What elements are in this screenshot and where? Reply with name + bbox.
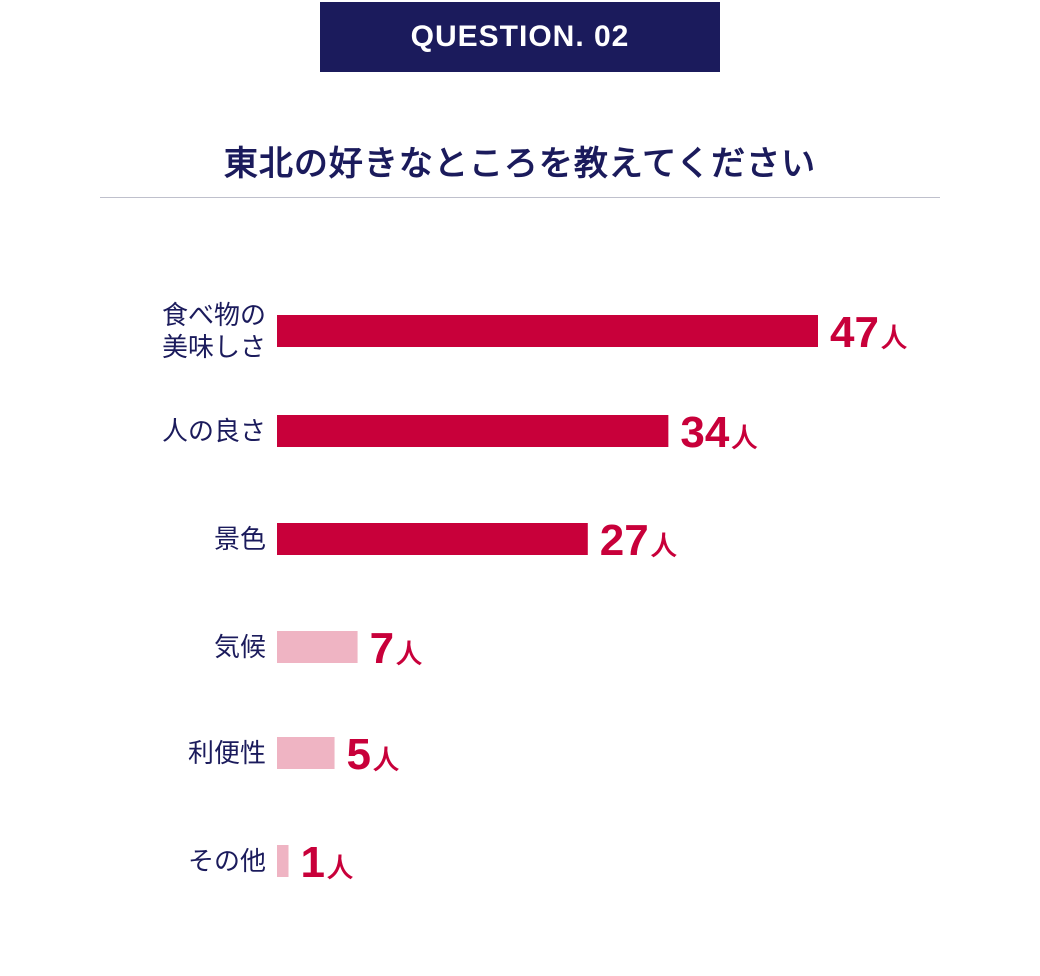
category-label-4-0: 利便性 (188, 739, 266, 769)
bar-0 (277, 315, 818, 347)
value-label-2: 27人 (600, 516, 677, 565)
category-label-1-0: 人の良さ (162, 417, 266, 447)
bar-3 (277, 631, 358, 663)
category-label-3-0: 気候 (214, 633, 266, 663)
value-label-3: 7人 (370, 624, 423, 673)
question-title: 東北の好きなところを教えてください (223, 144, 817, 184)
value-label-0: 47人 (830, 308, 907, 357)
question-badge-label: QUESTION. 02 (410, 20, 630, 53)
category-label-5-0: その他 (188, 847, 266, 877)
bar-1 (277, 415, 669, 447)
value-label-5: 1人 (301, 838, 354, 887)
value-label-4: 5人 (347, 730, 400, 779)
category-label-0-0: 食べ物の (162, 301, 266, 331)
value-label-1: 34人 (680, 408, 757, 457)
category-label-0-1: 美味しさ (162, 333, 266, 363)
bar-2 (277, 523, 588, 555)
title-divider (100, 197, 940, 198)
bar-4 (277, 737, 335, 769)
category-label-2-0: 景色 (214, 525, 266, 555)
bar-5 (277, 845, 289, 877)
question-badge: QUESTION. 02 (320, 2, 720, 72)
